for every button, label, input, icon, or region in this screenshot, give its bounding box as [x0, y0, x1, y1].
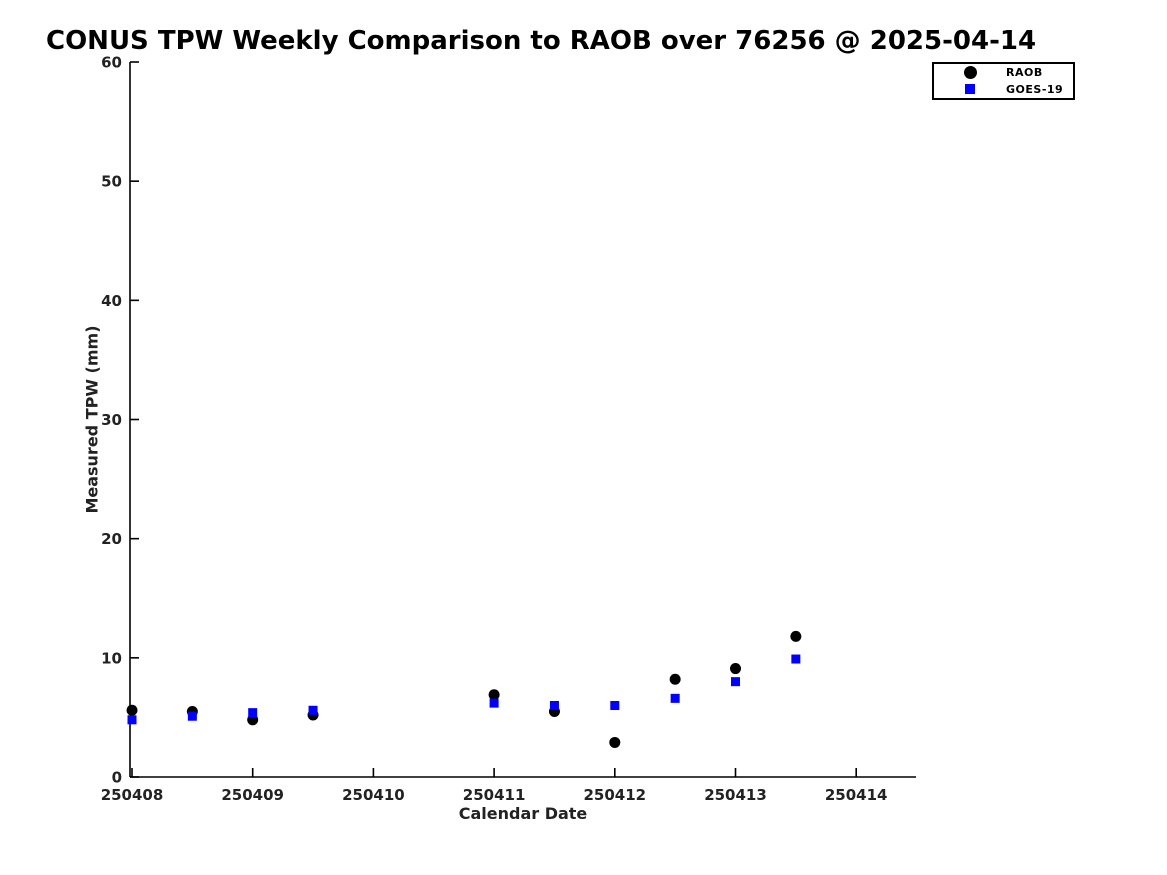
- data-point-raob: [730, 663, 741, 675]
- legend-entry-raob: RAOB: [934, 65, 1073, 81]
- y-tick-label: 60: [101, 54, 122, 72]
- y-tick-label: 10: [101, 649, 122, 667]
- x-tick-label: 250411: [463, 786, 526, 804]
- y-tick-label: 50: [101, 173, 122, 191]
- data-point-goes-19: [489, 698, 499, 708]
- y-axis-label: Measured TPW (mm): [82, 325, 102, 514]
- y-tick-label: 20: [101, 530, 122, 548]
- x-tick-label: 250414: [825, 786, 888, 804]
- data-point-goes-19: [127, 715, 137, 725]
- x-tick-label: 250409: [221, 786, 284, 804]
- data-point-raob: [609, 736, 621, 748]
- x-tick-label: 250413: [704, 786, 767, 804]
- data-point-goes-19: [187, 711, 197, 721]
- data-point-goes-19: [791, 654, 801, 664]
- legend-entry-goes19: GOES-19: [934, 81, 1073, 97]
- chart-title: CONUS TPW Weekly Comparison to RAOB over…: [46, 26, 1037, 56]
- data-point-goes-19: [308, 705, 318, 715]
- square-icon: [965, 84, 975, 95]
- data-point-raob: [126, 704, 138, 716]
- data-point-raob: [488, 689, 500, 701]
- data-point-goes-19: [731, 677, 740, 687]
- legend: RAOB GOES-19: [932, 62, 1075, 100]
- x-tick-label: 250412: [583, 786, 646, 804]
- data-point-raob: [790, 630, 802, 642]
- legend-label-goes19: GOES-19: [1006, 82, 1064, 96]
- circle-icon: [963, 66, 977, 80]
- y-tick-label: 0: [112, 769, 122, 787]
- x-axis-label: Calendar Date: [458, 804, 588, 823]
- x-tick-label: 250410: [342, 786, 405, 804]
- data-point-goes-19: [549, 701, 559, 710]
- y-tick-label: 40: [101, 292, 122, 310]
- data-point-raob: [669, 673, 681, 685]
- legend-label-raob: RAOB: [1006, 66, 1043, 80]
- data-point-goes-19: [248, 708, 258, 718]
- data-point-goes-19: [670, 693, 680, 703]
- data-point-goes-19: [610, 701, 620, 710]
- x-tick-label: 250408: [101, 786, 164, 804]
- y-tick-label: 30: [101, 411, 122, 429]
